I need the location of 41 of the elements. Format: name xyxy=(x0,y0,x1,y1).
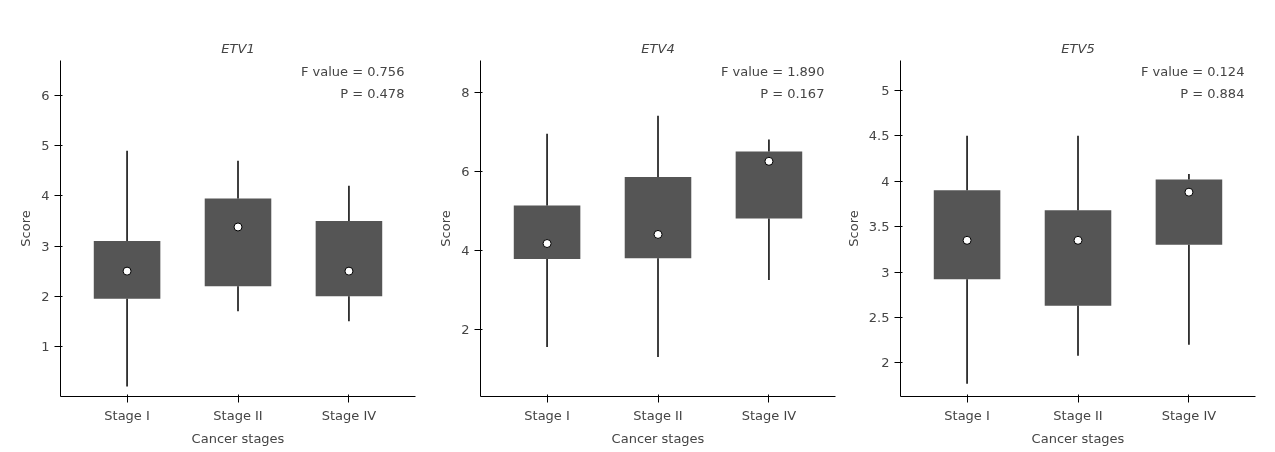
chart-title: ETV4 xyxy=(641,40,675,56)
x-tick-label: Stage IV xyxy=(741,407,797,423)
x-axis-title: Cancer stages xyxy=(611,430,705,446)
y-tick-label: 1 xyxy=(41,338,50,354)
annotation: P = 0.884 xyxy=(1180,85,1245,101)
y-tick-label: 6 xyxy=(41,88,50,104)
x-tick-label: Stage II xyxy=(213,407,263,423)
y-axis-title: Score xyxy=(845,210,861,247)
y-tick-label: 4.5 xyxy=(868,128,890,144)
x-axis-title: Cancer stages xyxy=(1031,430,1125,446)
y-axis-title: Score xyxy=(438,210,454,247)
y-axis-title: Score xyxy=(18,210,34,247)
y-tick-label: 4 xyxy=(881,173,890,189)
x-tick-label: Stage IV xyxy=(1161,407,1217,423)
x-tick-label: Stage II xyxy=(1053,407,1103,423)
y-tick-label: 2 xyxy=(881,355,890,371)
annotation: F value = 1.890 xyxy=(720,63,825,79)
x-tick-label: Stage I xyxy=(944,407,990,423)
y-tick-label: 5 xyxy=(41,138,50,154)
annotation: F value = 0.756 xyxy=(300,63,405,79)
y-tick-label: 4 xyxy=(461,242,470,258)
y-tick-label: 3 xyxy=(41,238,50,254)
y-tick-label: 5 xyxy=(881,82,890,98)
y-tick-label: 2 xyxy=(41,288,50,304)
y-tick-label: 6 xyxy=(461,163,470,179)
y-tick-label: 4 xyxy=(41,188,50,204)
x-tick-label: Stage I xyxy=(524,407,570,423)
x-tick-label: Stage IV xyxy=(321,407,377,423)
y-tick-label: 2 xyxy=(461,321,470,337)
annotation: P = 0.167 xyxy=(760,85,825,101)
y-tick-label: 3.5 xyxy=(868,219,890,235)
y-tick-label: 2.5 xyxy=(868,309,890,325)
annotation: P = 0.478 xyxy=(340,85,405,101)
annotation: F value = 0.124 xyxy=(1140,63,1245,79)
chart-title: ETV5 xyxy=(1061,40,1095,56)
x-tick-label: Stage II xyxy=(633,407,683,423)
x-axis-title: Cancer stages xyxy=(191,430,285,446)
chart-title: ETV1 xyxy=(221,40,255,56)
x-tick-label: Stage I xyxy=(104,407,150,423)
y-tick-label: 3 xyxy=(881,264,890,280)
y-tick-label: 8 xyxy=(461,84,470,100)
